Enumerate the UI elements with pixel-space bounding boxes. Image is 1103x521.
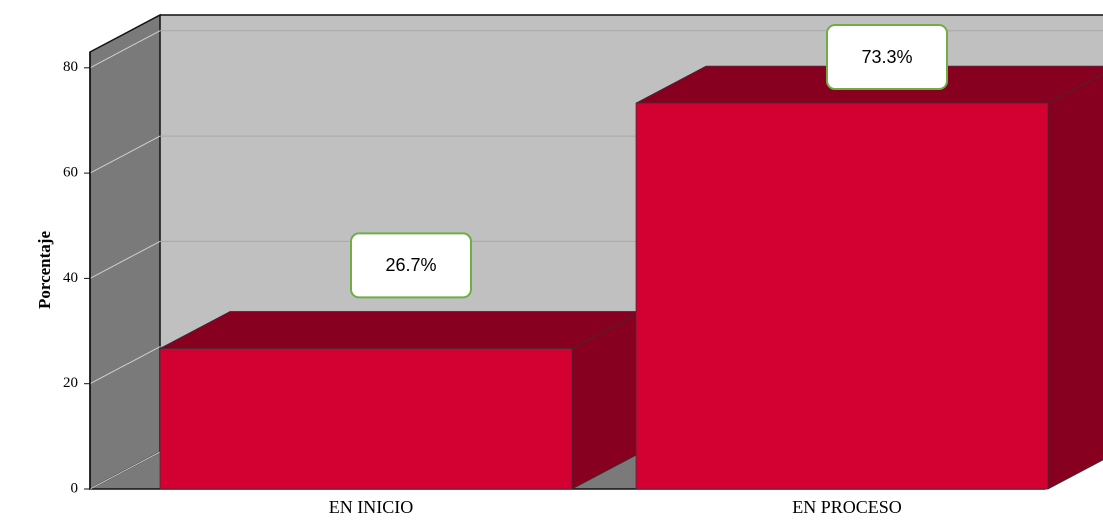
grid-line <box>89 30 161 69</box>
bar-front <box>635 102 1049 490</box>
data-label-box <box>826 24 948 90</box>
data-label: 73.3% <box>861 47 912 67</box>
y-tick-label: 0 <box>71 480 79 496</box>
grid-line <box>89 240 161 279</box>
x-tick-label: EN PROCESO <box>792 497 902 517</box>
bar <box>635 65 1103 490</box>
y-tick-label: 60 <box>63 165 78 181</box>
y-axis-title: Porcentaje <box>35 231 54 309</box>
grid-line <box>89 135 161 174</box>
bar-front <box>159 348 573 490</box>
y-tick-label: 20 <box>63 375 78 391</box>
grid-line <box>89 451 161 490</box>
bar-top <box>159 311 643 349</box>
bar-side <box>1047 73 1103 490</box>
grid-line <box>89 346 161 385</box>
bar <box>159 310 643 490</box>
y-tick-label: 80 <box>63 59 78 75</box>
y-tick-label: 40 <box>63 270 78 286</box>
side-wall <box>89 13 161 491</box>
data-label: 26.7% <box>385 255 436 275</box>
data-label-box <box>350 232 472 299</box>
x-tick-label: EN INICIO <box>329 497 413 517</box>
